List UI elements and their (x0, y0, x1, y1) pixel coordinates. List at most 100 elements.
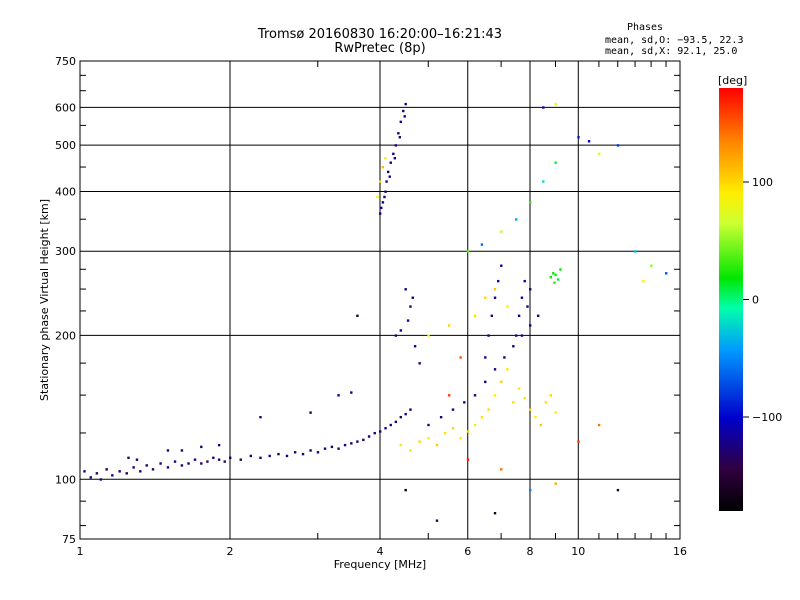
data-point (552, 272, 555, 275)
data-point (427, 423, 430, 427)
data-point (399, 415, 403, 419)
data-point (376, 195, 379, 199)
data-point (379, 212, 382, 215)
data-point (404, 412, 407, 416)
data-point (554, 482, 557, 485)
data-point (435, 519, 439, 522)
data-point (399, 329, 403, 332)
data-point (427, 334, 430, 337)
data-point (542, 106, 545, 109)
y-tick-label: 750 (55, 55, 76, 68)
data-point (459, 436, 462, 440)
data-point (212, 456, 215, 460)
data-point (394, 334, 398, 337)
data-point (634, 250, 637, 253)
data-point (180, 449, 184, 452)
data-point (500, 230, 503, 233)
data-point (544, 401, 548, 404)
data-point (418, 362, 421, 365)
data-point (350, 442, 353, 445)
data-point (409, 408, 412, 411)
data-point (529, 201, 532, 204)
data-point (386, 170, 390, 174)
phase-stats-x: mean, sd,X: 92.1, 25.0 (605, 46, 737, 57)
data-point (223, 460, 226, 463)
data-point (463, 401, 466, 404)
data-point (443, 431, 447, 435)
data-point (554, 411, 557, 414)
data-point (404, 488, 407, 492)
data-point (259, 415, 262, 419)
data-point (549, 394, 553, 397)
data-point (451, 408, 455, 411)
data-point (506, 305, 509, 308)
x-tick-label: 1 (77, 545, 84, 558)
data-point (517, 387, 521, 390)
data-point (500, 380, 503, 384)
data-point (577, 136, 580, 139)
data-point (526, 305, 529, 308)
data-point (473, 314, 477, 318)
axis-ticks: 1 2 4 6 8 10 16 75 100 200 300 400 500 600 750 (55, 55, 687, 558)
x-tick-label: 8 (527, 545, 534, 558)
data-point (542, 180, 545, 183)
x-tick-label: 16 (673, 545, 687, 558)
data-point (435, 443, 439, 447)
data-point (229, 456, 232, 460)
data-point (459, 356, 462, 359)
data-point (665, 272, 668, 275)
data-point (389, 423, 392, 427)
data-point (466, 458, 470, 461)
data-point (484, 296, 487, 299)
data-point (523, 279, 526, 283)
data-point (403, 115, 406, 118)
data-point (356, 314, 359, 318)
data-point (439, 415, 443, 419)
data-point (316, 451, 320, 454)
data-point (451, 427, 455, 430)
data-point (309, 411, 312, 414)
data-point (597, 423, 601, 427)
data-point (517, 314, 521, 318)
data-point (166, 466, 170, 469)
data-point (466, 250, 470, 253)
data-point (493, 512, 497, 515)
colorbar-tick-label: 100 (752, 176, 773, 189)
data-point (356, 440, 359, 443)
data-point (529, 488, 532, 492)
data-point (330, 445, 334, 449)
data-point (383, 195, 386, 199)
y-tick-label: 200 (55, 329, 76, 342)
data-point (493, 288, 497, 291)
data-point (392, 152, 395, 156)
data-point (529, 408, 532, 411)
data-point (512, 401, 515, 404)
data-point (587, 140, 591, 143)
data-point (217, 443, 221, 447)
phase-stats-o: mean, sd,O: −93.5, 22.3 (605, 35, 743, 46)
data-point (385, 180, 388, 183)
data-point (500, 468, 503, 471)
y-tick-label: 300 (55, 245, 76, 258)
x-axis-label: Frequency [MHz] (334, 558, 426, 571)
colorbar-label: [deg] (718, 74, 747, 87)
data-point (406, 319, 410, 322)
data-point (323, 447, 327, 450)
x-tick-label: 2 (227, 545, 234, 558)
data-point (493, 296, 497, 299)
data-point (597, 152, 601, 156)
data-point (500, 264, 503, 267)
data-point (418, 440, 421, 443)
data-point (301, 452, 305, 456)
data-point (447, 324, 451, 327)
data-point (180, 464, 184, 467)
data-point (394, 420, 398, 424)
data-point (350, 391, 353, 394)
data-point (389, 161, 392, 164)
data-point (381, 201, 385, 204)
data-point (409, 449, 412, 452)
data-point (549, 275, 553, 279)
data-point (404, 288, 407, 291)
data-point (200, 462, 203, 465)
